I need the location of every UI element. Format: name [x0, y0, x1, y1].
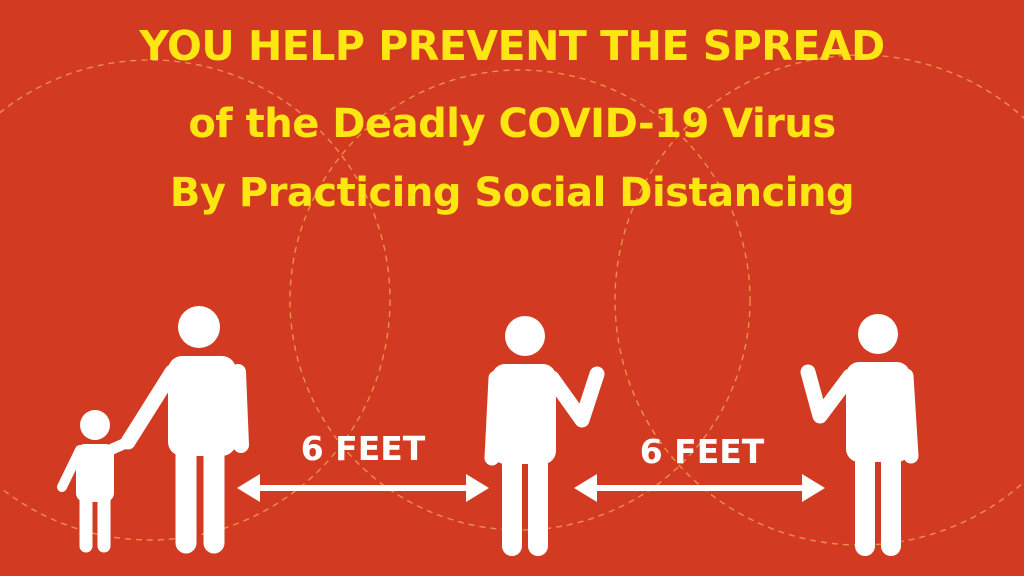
headline-line-3: By Practicing Social Distancing [169, 170, 855, 216]
double-arrow-icon [237, 474, 489, 502]
adult-person-icon [120, 306, 249, 554]
double-arrow-icon [574, 474, 825, 502]
waving-person-icon [484, 316, 605, 556]
distance-label-left: 6 FEET [301, 429, 426, 468]
dashed-circle-center [289, 69, 751, 531]
waving-person-icon [800, 314, 919, 556]
headline-line-1: YOU HELP PREVENT THE SPREAD [139, 22, 885, 70]
headline-line-2: of the Deadly COVID-19 Virus [188, 101, 836, 147]
child-person-icon [57, 410, 134, 553]
distance-label-right: 6 FEET [640, 432, 765, 471]
dashed-circle-left [0, 59, 391, 541]
